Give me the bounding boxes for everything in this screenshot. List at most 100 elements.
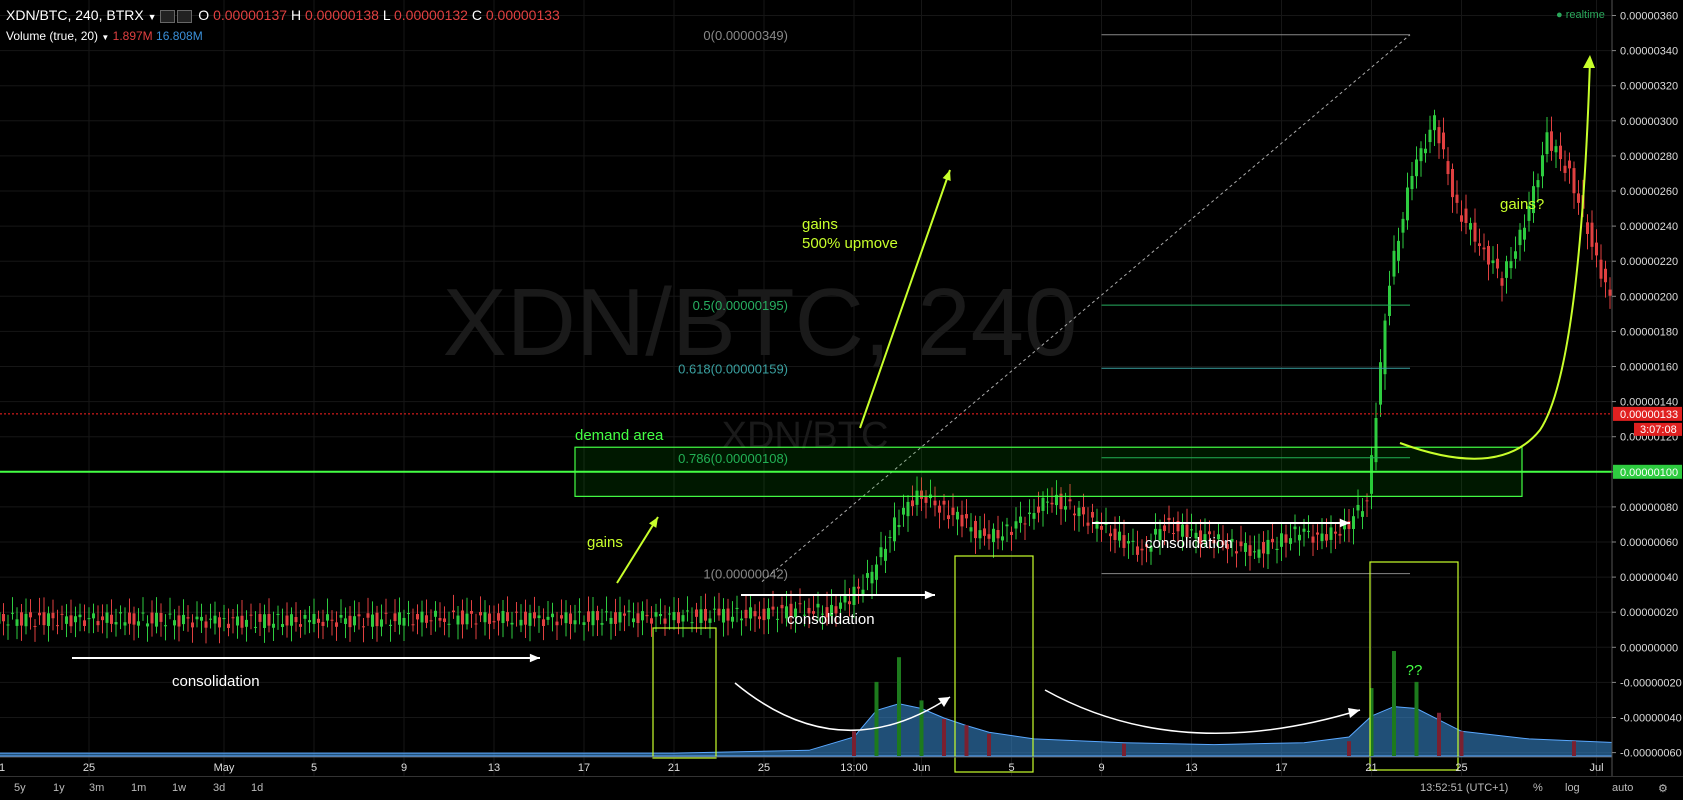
percent-toggle[interactable]: % xyxy=(1533,782,1543,794)
price-tick-label: 0.00000060 xyxy=(1620,537,1678,549)
candle-body xyxy=(223,618,226,619)
candle-body xyxy=(637,613,640,623)
range-5y[interactable]: 5y xyxy=(14,782,26,794)
candle-body xyxy=(695,610,698,617)
candle-body xyxy=(1244,543,1247,552)
candle-body xyxy=(659,614,662,616)
time-tick-label: 25 xyxy=(1455,762,1467,774)
price-tick-label: 0.00000320 xyxy=(1620,81,1678,93)
chevron-down-icon[interactable]: ▼ xyxy=(101,33,109,42)
candle-body xyxy=(389,625,392,626)
range-1d[interactable]: 1d xyxy=(251,782,263,794)
range-1m[interactable]: 1m xyxy=(131,782,146,794)
candle-body xyxy=(430,620,433,621)
time-tick-label: 21 xyxy=(0,762,5,774)
time-tick-label: 21 xyxy=(1365,762,1377,774)
candle-body xyxy=(380,619,383,626)
candle-body xyxy=(1474,223,1477,242)
candle-body xyxy=(502,611,505,623)
candle-body xyxy=(493,621,496,622)
candle-body xyxy=(1501,278,1504,286)
settings-icon[interactable] xyxy=(160,10,175,23)
candle-body xyxy=(1487,246,1490,265)
time-tick-label: 13:00 xyxy=(840,762,868,774)
range-3m[interactable]: 3m xyxy=(89,782,104,794)
candle-body xyxy=(79,615,82,617)
range-1w[interactable]: 1w xyxy=(172,782,186,794)
candle-body xyxy=(448,624,451,625)
fib-label: 0(0.00000349) xyxy=(703,28,788,43)
candle-body xyxy=(1087,523,1090,526)
candle-body xyxy=(974,521,977,538)
candle-body xyxy=(92,613,95,618)
candle-body xyxy=(1136,546,1139,554)
price-tick-label: 0.00000140 xyxy=(1620,397,1678,409)
volume-bar xyxy=(1415,682,1419,756)
volume-bar xyxy=(1572,741,1576,756)
candle-body xyxy=(529,613,532,626)
price-tick-label: 0.00000020 xyxy=(1620,607,1678,619)
chevron-down-icon[interactable]: ▼ xyxy=(148,12,157,22)
candle-body xyxy=(736,608,739,609)
candle-body xyxy=(1163,525,1166,531)
candle-body xyxy=(1442,133,1445,150)
auto-toggle[interactable]: auto xyxy=(1612,782,1633,794)
candle-body xyxy=(110,615,113,624)
candle-body xyxy=(943,501,946,505)
candle-body xyxy=(214,616,217,624)
candle-body xyxy=(1051,503,1054,505)
clock[interactable]: 13:52:51 (UTC+1) xyxy=(1420,782,1508,794)
candle-body xyxy=(1492,260,1495,263)
candle-body xyxy=(1100,526,1103,530)
candle-body xyxy=(191,623,194,628)
candle-body xyxy=(461,610,464,624)
candle-body xyxy=(511,623,514,625)
candle-body xyxy=(727,609,730,621)
candle-body xyxy=(1541,155,1544,176)
candle-body xyxy=(385,613,388,614)
candle-body xyxy=(133,613,136,624)
candle-body xyxy=(1555,146,1558,152)
candle-body xyxy=(1330,527,1333,540)
candle-body xyxy=(592,611,595,625)
log-toggle[interactable]: log xyxy=(1565,782,1580,794)
volume-title[interactable]: Volume (true, 20) xyxy=(6,29,98,43)
fib-label: 0.618(0.00000159) xyxy=(678,361,788,376)
symbol-title[interactable]: XDN/BTC, 240, BTRX xyxy=(6,7,144,23)
volume-bar xyxy=(920,700,924,756)
candle-body xyxy=(1073,514,1076,516)
curve-arrow-2[interactable] xyxy=(1045,690,1360,733)
candle-body xyxy=(254,627,257,628)
candle-body xyxy=(403,618,406,626)
candle-body xyxy=(763,609,766,620)
candle-body xyxy=(628,611,631,612)
curve-arrow-1-head xyxy=(938,697,950,707)
arrow-gains-1[interactable] xyxy=(617,517,658,583)
price-tick-label: -0.00000040 xyxy=(1620,713,1682,725)
high-value: 0.00000138 xyxy=(305,7,379,23)
range-3d[interactable]: 3d xyxy=(213,782,225,794)
candle-body xyxy=(893,517,896,541)
candle-body xyxy=(880,547,883,557)
candle-body xyxy=(902,508,905,515)
consolidation-label-3: consolidation xyxy=(1145,535,1233,552)
candle-body xyxy=(1019,517,1022,523)
candle-body xyxy=(1510,261,1513,268)
gear-icon[interactable]: ⚙ xyxy=(1658,782,1668,795)
candle-body xyxy=(290,614,293,626)
range-1y[interactable]: 1y xyxy=(53,782,65,794)
gains-projection-curve[interactable] xyxy=(1400,60,1590,459)
candle-body xyxy=(1496,259,1499,269)
candle-body xyxy=(1253,551,1256,552)
arrow-gains-2-head xyxy=(943,170,951,181)
candle-body xyxy=(1478,243,1481,246)
question-mark-label: ?? xyxy=(1406,662,1423,679)
candle-body xyxy=(1604,269,1607,282)
candle-body xyxy=(1325,534,1328,540)
hide-icon[interactable] xyxy=(177,10,192,23)
candle-body xyxy=(29,612,32,617)
candle-body xyxy=(241,616,244,628)
candle-body xyxy=(1564,166,1567,173)
candle-body xyxy=(101,616,104,620)
